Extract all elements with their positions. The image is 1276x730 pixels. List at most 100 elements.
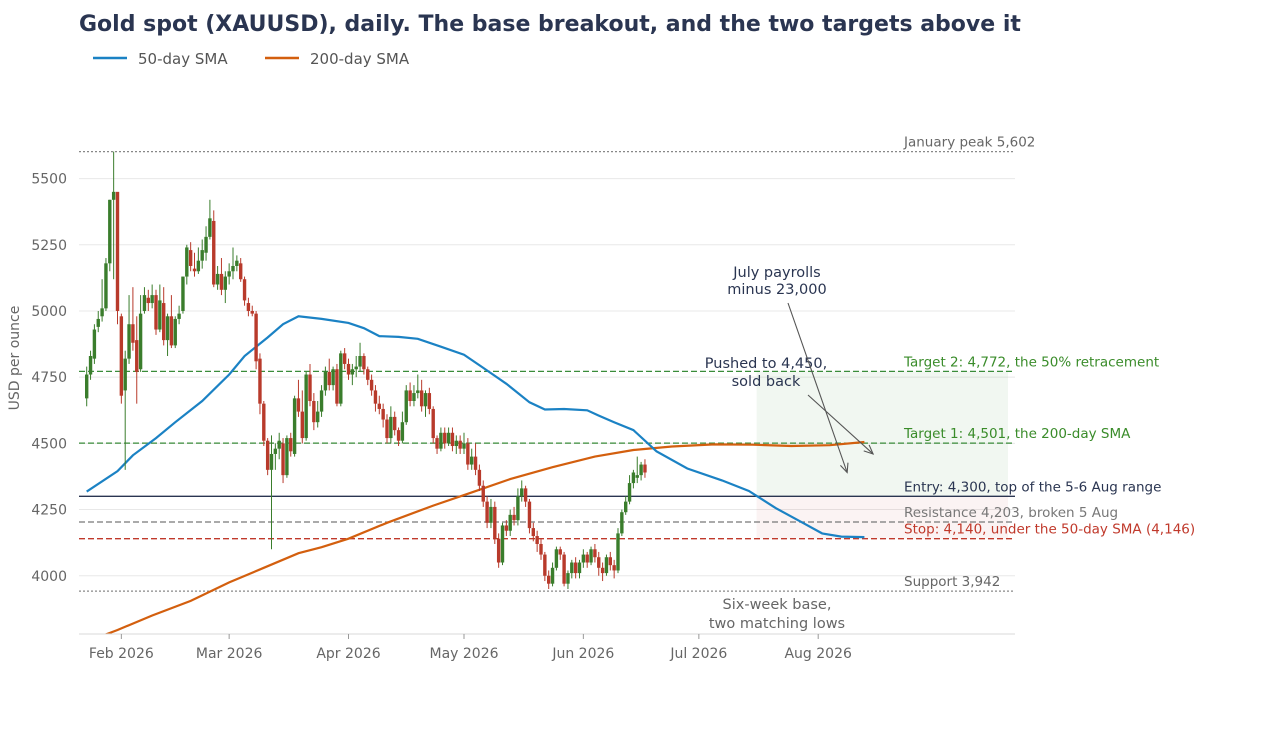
candle-body [496, 538, 501, 563]
candle-body [100, 308, 104, 317]
plot-area: January peak 5,602 Target 2: 4,772, the 5… [31, 135, 1195, 662]
candle-body [308, 374, 312, 402]
candle-body [208, 218, 212, 237]
candle-body [504, 525, 509, 531]
candle-body [631, 472, 636, 484]
candle-body [489, 506, 493, 523]
pushed-arrow-head [863, 444, 875, 455]
candle-body [608, 557, 612, 566]
risk-zone [756, 496, 1008, 539]
y-axis-label: USD per ounce [7, 306, 23, 411]
legend-sma50-label: 50-day SMA [138, 50, 228, 68]
candle-body [335, 369, 339, 404]
base-annotation-line2: two matching lows [709, 616, 845, 632]
candle-body [181, 276, 185, 311]
candle-body [369, 379, 374, 391]
candle-body [177, 313, 181, 319]
candle-body [558, 549, 562, 555]
candle-body [508, 514, 512, 531]
candle-body [500, 525, 505, 563]
candle-body [443, 432, 447, 444]
payrolls-arrow-head [840, 462, 849, 474]
payrolls-arrow-shaft [787, 302, 848, 473]
candle-body [269, 453, 274, 470]
candle-body [162, 303, 166, 341]
candle-body [88, 356, 93, 375]
legend-sma200-label: 200-day SMA [310, 50, 410, 68]
candle-body [573, 562, 578, 574]
candle-body [304, 374, 308, 439]
x-tick-label: Mar 2026 [196, 646, 263, 662]
candle-body [350, 369, 355, 375]
candle-body [639, 464, 643, 476]
x-tick-label: Jun 2026 [551, 646, 614, 662]
target-2-label: Target 2: 4,772, the 50% retracement [903, 354, 1159, 370]
candle-body [154, 295, 158, 330]
candle-body [593, 549, 597, 558]
candle-body [400, 422, 405, 441]
candle-body [454, 440, 458, 447]
candle-body [466, 443, 470, 465]
candle-body [158, 300, 162, 330]
candle-body [319, 390, 324, 412]
candle-body [196, 260, 201, 272]
candle-body [473, 456, 478, 470]
candle-body [346, 363, 351, 375]
january-peak-label: January peak 5,602 [903, 135, 1035, 151]
candle-body [404, 390, 408, 423]
candle-body [547, 575, 551, 584]
y-tick-label: 5000 [31, 304, 67, 320]
sma200-line [103, 440, 865, 634]
pushed-annotation-line1: Pushed to 4,450, [705, 356, 827, 372]
candle-body [138, 313, 143, 370]
candle-body [531, 528, 535, 537]
candle-body [520, 488, 524, 497]
candle-body [597, 557, 601, 568]
x-tick-label: May 2026 [429, 646, 498, 662]
candle-body [296, 398, 301, 412]
candle-body [462, 443, 466, 449]
candle-body [581, 554, 586, 563]
candle-body [554, 549, 559, 568]
candle-body [635, 475, 639, 478]
candle-body [577, 562, 582, 574]
pushed-annotation-line2: sold back [732, 374, 801, 390]
candle-body [527, 501, 532, 529]
entry-label: Entry: 4,300, top of the 5-6 Aug range [904, 479, 1161, 495]
candle-body [612, 565, 616, 571]
x-tick-label: Aug 2026 [784, 646, 852, 662]
candle-body [142, 295, 147, 311]
candle-body [227, 271, 231, 277]
candle-body [104, 263, 108, 309]
candle-body [600, 567, 605, 574]
candle-body [539, 543, 543, 555]
candle-body [223, 276, 227, 290]
candle-body [262, 403, 266, 441]
candle-body [92, 329, 97, 359]
candle-body [292, 398, 297, 454]
payrolls-annotation-line2: minus 23,000 [727, 282, 826, 298]
candle-body [85, 374, 89, 399]
candle-body [273, 448, 278, 454]
y-tick-label: 4250 [31, 503, 67, 519]
candle-body [192, 268, 197, 272]
candle-body [624, 501, 628, 513]
candle-body [377, 403, 381, 409]
base-annotation-line1: Six-week base, [723, 597, 832, 613]
candle-body [550, 567, 555, 584]
y-tick-label: 4500 [31, 436, 67, 452]
chart-title: Gold spot (XAUUSD), daily. The base brea… [79, 12, 1021, 37]
candle-body [604, 557, 609, 574]
candle-body [620, 512, 624, 534]
candle-body [131, 324, 135, 343]
candle-body [408, 390, 412, 402]
candle-body [585, 554, 589, 563]
candle-body [289, 438, 293, 452]
candle-body [254, 313, 258, 362]
candle-body [396, 430, 401, 441]
legend: 50-day SMA 200-day SMA [93, 50, 410, 68]
candle-body [246, 303, 251, 311]
candle-body [470, 456, 474, 465]
candle-body [173, 318, 177, 346]
candle-body [111, 191, 116, 200]
